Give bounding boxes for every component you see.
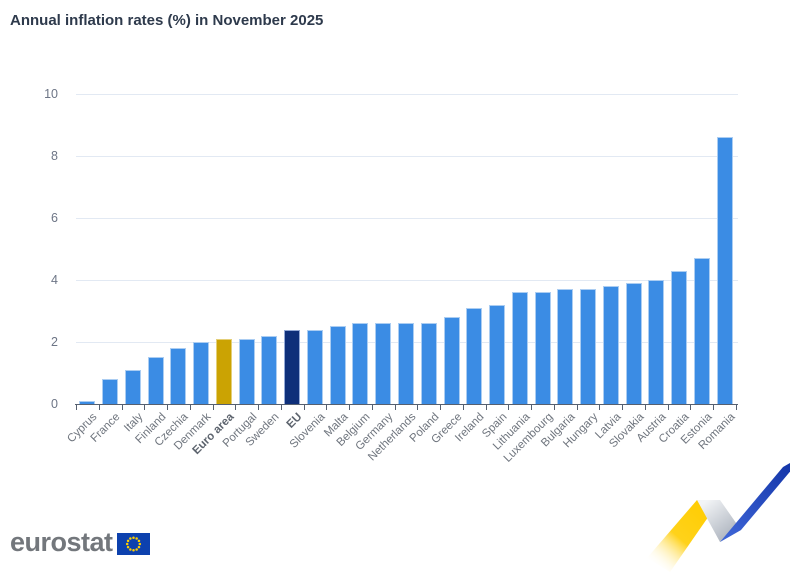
bar-bulgaria[interactable] [557,289,574,404]
bar-italy[interactable] [124,370,141,404]
bar-austria[interactable] [648,280,665,404]
gridline-4 [76,280,738,281]
bar-slovenia[interactable] [306,330,323,404]
x-axis-tick [622,405,624,410]
x-axis-tick [576,405,578,410]
bar-luxembourg[interactable] [534,292,551,404]
bar-euro-area[interactable] [215,339,232,404]
y-axis-label-8: 8 [51,149,58,163]
x-axis-tick [417,405,419,410]
bar-netherlands[interactable] [398,323,414,404]
x-axis-tick [440,405,442,410]
x-axis-tick [736,405,737,410]
gridline-8 [76,156,738,157]
bar-czechia[interactable] [170,348,187,404]
y-axis-label-2: 2 [51,335,58,349]
x-axis-tick [531,405,533,410]
bar-slovakia[interactable] [625,283,642,404]
bar-ireland[interactable] [466,308,483,404]
bar-malta[interactable] [329,326,346,404]
bar-belgium[interactable] [352,323,369,404]
x-axis-tick [690,405,692,410]
bar-portugal[interactable] [238,339,255,404]
x-axis-tick [713,405,715,410]
y-axis-label-10: 10 [44,87,58,101]
x-axis-tick [485,405,487,410]
x-axis-tick [644,405,646,410]
x-axis-tick [167,405,169,410]
x-axis-tick [394,405,396,410]
y-axis-label-6: 6 [51,211,58,225]
x-axis-tick [349,405,351,410]
x-axis-tick [235,405,237,410]
bar-spain[interactable] [489,305,506,404]
x-axis-tick [326,405,328,410]
x-axis-tick [667,405,669,410]
x-axis-tick [76,405,77,410]
x-axis-tick [98,405,100,410]
bar-cyprus[interactable] [79,401,96,404]
bar-romania[interactable] [716,137,733,404]
x-axis-tick [599,405,601,410]
bar-latvia[interactable] [602,286,619,404]
bar-finland[interactable] [147,357,164,404]
bar-croatia[interactable] [671,271,688,404]
x-axis-tick [462,405,464,410]
x-axis-tick [121,405,123,410]
bar-sweden[interactable] [261,336,278,404]
bar-chart: 0 2 4 6 8 10 Cyprus France Italy Finland Czechia De… [44,87,738,465]
bar-greece[interactable] [443,317,460,404]
x-axis-tick [212,405,214,410]
x-axis-tick [189,405,191,410]
x-axis-tick [553,405,555,410]
gridline-6 [76,218,738,219]
bar-hungary[interactable] [580,289,597,404]
eurostat-logo[interactable]: eurostat [10,529,150,556]
bar-lithuania[interactable] [511,292,528,404]
bar-germany[interactable] [375,323,392,404]
bar-denmark[interactable] [193,342,210,404]
bar-poland[interactable] [420,323,437,404]
y-axis-label-4: 4 [51,273,58,287]
x-axis-tick [508,405,510,410]
chart-title: Annual inflation rates (%) in November 2… [10,12,324,29]
eurostat-logo-text: eurostat [10,527,113,557]
gridline-10 [76,94,738,95]
trend-ribbon-icon [647,463,790,572]
x-axis-tick [144,405,146,410]
x-axis-tick [371,405,373,410]
x-axis-line [75,403,738,405]
y-axis-label-0: 0 [51,397,58,411]
eu-flag-icon [116,533,150,555]
bar-france[interactable] [102,379,119,404]
x-axis-tick [303,405,305,410]
x-axis-tick [258,405,260,410]
x-axis-tick [280,405,282,410]
bar-estonia[interactable] [693,258,710,404]
bar-eu[interactable] [284,330,301,404]
